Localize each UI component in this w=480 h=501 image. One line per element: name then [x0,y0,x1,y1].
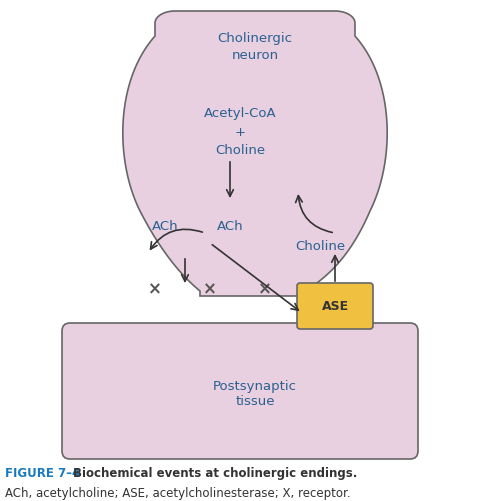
Text: Choline: Choline [295,240,345,253]
FancyBboxPatch shape [297,284,373,329]
Text: ×: × [203,280,217,298]
Text: ACh: ACh [216,220,243,233]
FancyBboxPatch shape [62,323,418,459]
Text: ASE: ASE [322,300,348,313]
Text: Postsynaptic
tissue: Postsynaptic tissue [213,379,297,407]
Text: Biochemical events at cholinergic endings.: Biochemical events at cholinergic ending… [73,466,366,479]
Text: Cholinergic
neuron: Cholinergic neuron [217,32,292,62]
Text: ×: × [258,280,272,298]
Text: ACh, acetylcholine; ASE, acetylcholinesterase; X, receptor.: ACh, acetylcholine; ASE, acetylcholinest… [5,486,350,499]
Text: Acetyl-CoA
+
Choline: Acetyl-CoA + Choline [204,107,276,156]
Text: FIGURE 7–4: FIGURE 7–4 [5,466,88,479]
Text: ACh: ACh [152,220,178,233]
Polygon shape [123,12,387,297]
Text: ×: × [148,280,162,298]
